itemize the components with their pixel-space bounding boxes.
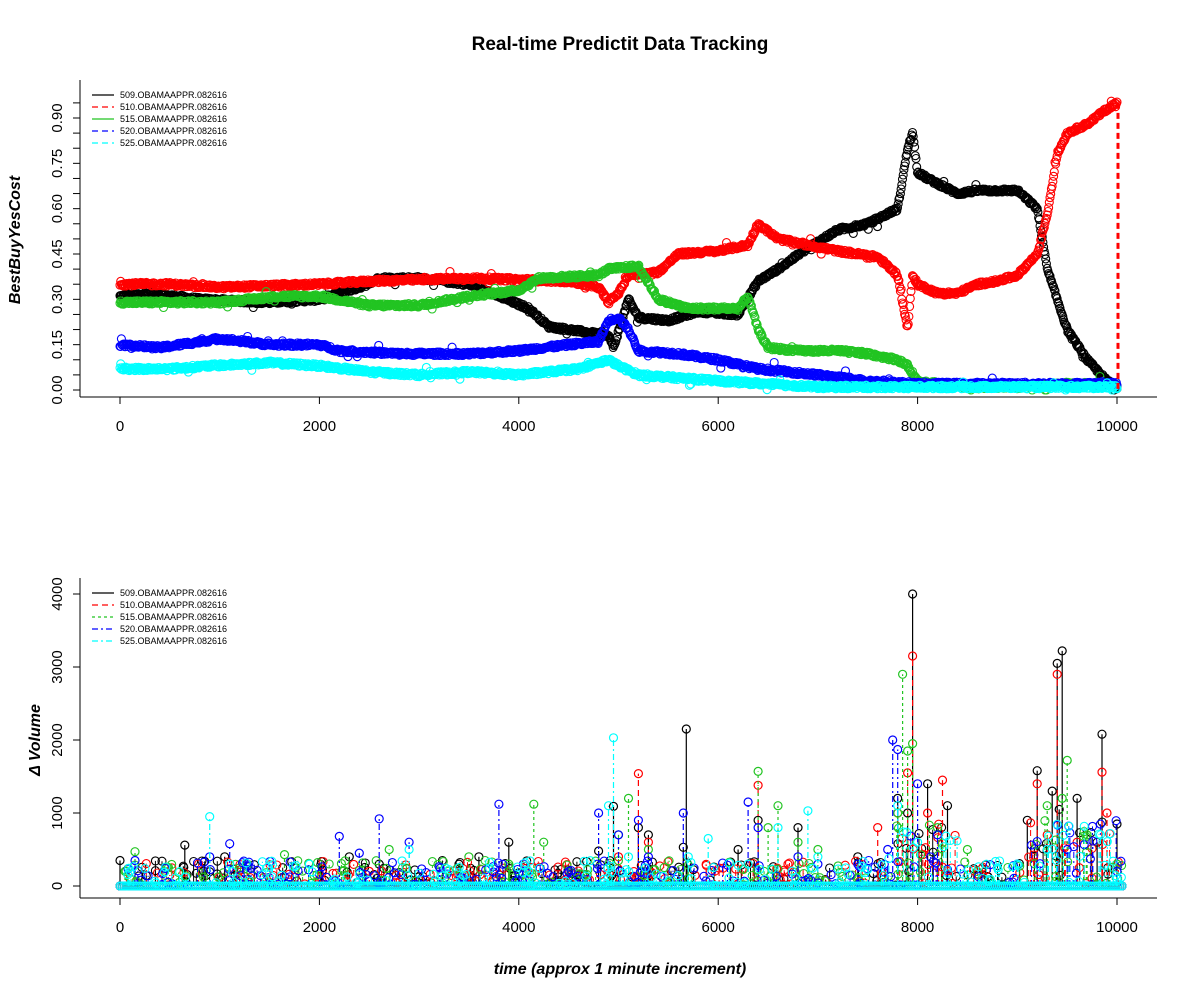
- top-point: [892, 203, 903, 213]
- top-plot-points: [115, 96, 1122, 395]
- top-point: [898, 170, 908, 180]
- top-point: [904, 140, 914, 150]
- top-point: [895, 193, 905, 203]
- top-point: [1041, 259, 1051, 269]
- top-point: [907, 127, 918, 138]
- top-point: [897, 174, 908, 184]
- top-point: [910, 142, 920, 152]
- top-plot: 0 2000 4000 6000 8000 100000.000.150.300.450.…: [7, 80, 1157, 435]
- top-point: [906, 134, 916, 144]
- top-point: [1041, 254, 1051, 264]
- top-point: [1032, 204, 1042, 214]
- top-point: [908, 131, 918, 142]
- top-point: [895, 189, 905, 199]
- top-point: [893, 199, 903, 209]
- top-point: [896, 184, 906, 194]
- top-point: [872, 222, 883, 232]
- top-point: [611, 336, 621, 346]
- top-point: [1048, 281, 1058, 291]
- top-point: [909, 137, 919, 147]
- top-point: [899, 165, 909, 175]
- top-point: [897, 180, 907, 190]
- top-point: [620, 306, 630, 316]
- top-point: [1053, 297, 1063, 307]
- chart-title: Real-time Predictit Data Tracking: [472, 34, 769, 55]
- top-point: [900, 161, 910, 171]
- top-series-1: [115, 96, 1122, 331]
